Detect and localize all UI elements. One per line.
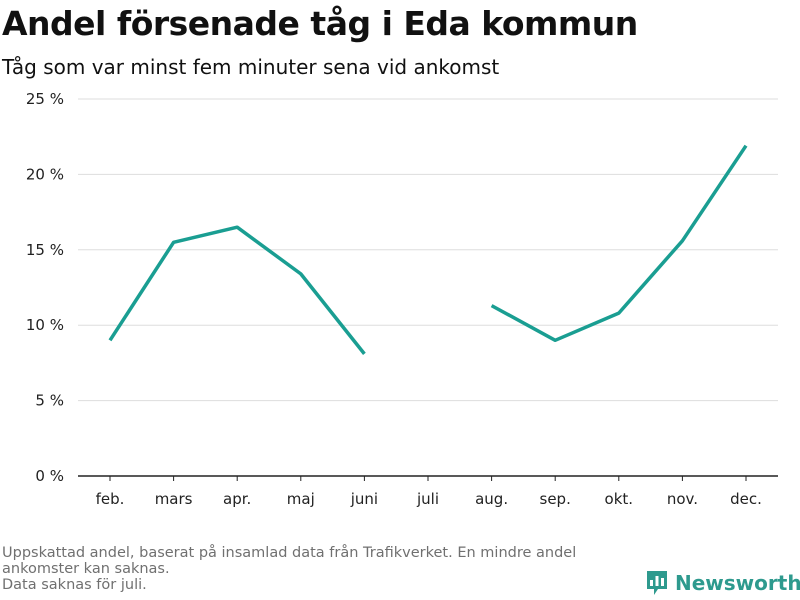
source-note: Uppskattad andel, baserat på insamlad da… [2, 545, 642, 593]
x-tick-label: apr. [223, 490, 251, 508]
x-axis-ticks: feb. mars apr. maj juni juli aug. sep. okt. nov. d… [96, 476, 762, 508]
note-line-3: Data saknas för juli. [2, 577, 147, 593]
x-tick-label: okt. [605, 490, 634, 508]
brand-name: Newsworthy [675, 571, 800, 595]
y-tick-label: 25 % [26, 90, 64, 108]
series-line-segment [490, 144, 748, 343]
x-tick-label: nov. [667, 490, 698, 508]
y-tick-label: 20 % [26, 165, 64, 183]
y-tick-label: 15 % [26, 241, 64, 259]
brand-logo: Newsworthy [645, 569, 800, 597]
x-tick-label: mars [155, 490, 193, 508]
x-tick-label: aug. [475, 490, 508, 508]
newsworthy-logo-icon [647, 571, 667, 595]
x-tick-label: dec. [730, 490, 762, 508]
y-tick-label: 10 % [26, 316, 64, 334]
y-axis-ticks: 0 % 5 % 10 % 15 % 20 % 25 % [26, 90, 64, 485]
x-tick-label: maj [287, 490, 315, 508]
series-lines [108, 144, 748, 355]
grid-lines [78, 98, 778, 477]
x-tick-label: juni [350, 490, 378, 508]
x-tick-label: juli [416, 490, 439, 508]
y-tick-label: 5 % [35, 392, 64, 410]
note-line-2: ankomster kan saknas. [2, 561, 170, 577]
note-line-1: Uppskattad andel, baserat på insamlad da… [2, 545, 577, 561]
line-chart: 0 % 5 % 10 % 15 % 20 % 25 % feb. mars apr. maj ju… [26, 90, 778, 508]
chart-subtitle: Tåg som var minst fem minuter sena vid a… [2, 55, 500, 79]
series-line-segment [108, 225, 366, 355]
x-tick-label: sep. [540, 490, 571, 508]
y-tick-label: 0 % [35, 467, 64, 485]
x-tick-label: feb. [96, 490, 125, 508]
chart-title: Andel försenade tåg i Eda kommun [2, 4, 638, 43]
